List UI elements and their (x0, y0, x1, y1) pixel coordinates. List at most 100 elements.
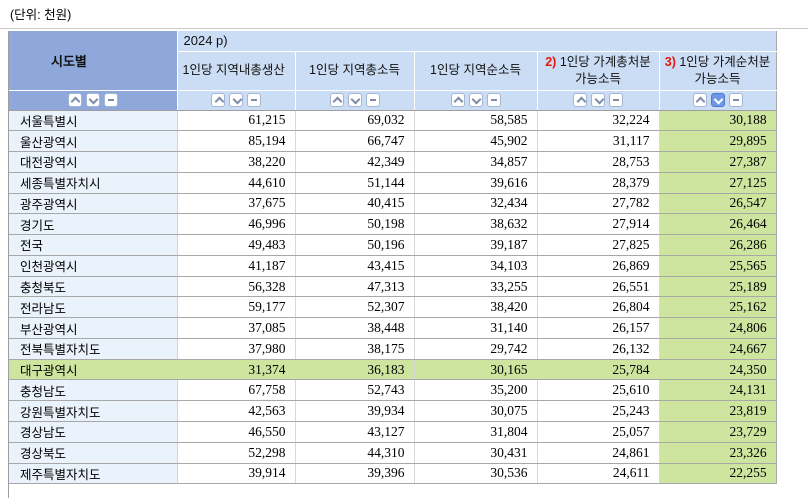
sort-ascending-button[interactable] (211, 92, 225, 107)
value-cell[interactable]: 26,132 (537, 338, 660, 360)
value-cell[interactable]: 30,431 (414, 442, 538, 464)
value-cell[interactable]: 30,165 (414, 359, 538, 381)
table-row[interactable]: 제주특별자치도 39,914 39,396 30,536 24,611 22,255 (9, 463, 777, 485)
value-cell[interactable]: 50,196 (295, 234, 415, 256)
sort-ascending-button[interactable] (692, 92, 707, 107)
region-cell[interactable]: 인천광역시 (9, 255, 178, 277)
value-cell[interactable]: 24,350 (659, 359, 777, 381)
value-cell[interactable]: 27,782 (537, 193, 660, 215)
region-cell[interactable]: 전북특별자치도 (9, 338, 178, 360)
sort-descending-button[interactable] (347, 92, 362, 107)
value-cell[interactable]: 32,434 (414, 193, 538, 215)
value-cell[interactable]: 22,255 (659, 463, 777, 485)
region-cell[interactable]: 대전광역시 (9, 151, 178, 173)
value-cell[interactable]: 56,328 (177, 276, 296, 298)
sort-clear-button[interactable] (728, 92, 743, 107)
value-cell[interactable]: 29,742 (414, 338, 538, 360)
sort-descending-button[interactable] (85, 92, 100, 107)
value-cell[interactable]: 38,220 (177, 151, 296, 173)
value-cell[interactable]: 23,729 (659, 421, 777, 443)
value-cell[interactable]: 36,183 (295, 359, 415, 381)
value-cell[interactable]: 47,313 (295, 276, 415, 298)
value-cell[interactable]: 25,162 (659, 296, 777, 319)
table-row[interactable]: 경기도 46,996 50,198 38,632 27,914 26,464 (9, 213, 777, 236)
value-cell[interactable]: 85,194 (177, 130, 296, 153)
value-cell[interactable]: 39,934 (295, 400, 415, 422)
value-cell[interactable]: 31,804 (414, 421, 538, 443)
value-cell[interactable]: 27,914 (537, 213, 660, 236)
table-row[interactable]: 경상남도 46,550 43,127 31,804 25,057 23,729 (9, 421, 777, 443)
value-cell[interactable]: 31,374 (177, 359, 296, 381)
sort-ascending-button[interactable] (67, 92, 82, 107)
value-cell[interactable]: 27,387 (659, 151, 777, 173)
region-cell[interactable]: 경상남도 (9, 421, 178, 443)
value-cell[interactable]: 24,806 (659, 317, 777, 339)
table-row[interactable]: 강원특별자치도 42,563 39,934 30,075 25,243 23,819 (9, 400, 777, 422)
value-cell[interactable]: 58,585 (414, 110, 538, 132)
sort-ascending-button[interactable] (329, 92, 344, 107)
region-cell[interactable]: 충청북도 (9, 276, 178, 298)
value-cell[interactable]: 39,914 (177, 463, 296, 485)
table-row[interactable]: 충청남도 67,758 52,743 35,200 25,610 24,131 (9, 379, 777, 402)
value-cell[interactable]: 26,286 (659, 234, 777, 256)
value-cell[interactable]: 26,547 (659, 193, 777, 215)
value-cell[interactable]: 38,632 (414, 213, 538, 236)
region-cell[interactable]: 전국 (9, 234, 178, 256)
value-cell[interactable]: 44,310 (295, 442, 415, 464)
value-cell[interactable]: 39,396 (295, 463, 415, 485)
value-cell[interactable]: 46,996 (177, 213, 296, 236)
region-cell[interactable]: 세종특별자치시 (9, 172, 178, 194)
value-cell[interactable]: 34,857 (414, 151, 538, 173)
value-cell[interactable]: 34,103 (414, 255, 538, 277)
value-cell[interactable]: 25,784 (537, 359, 660, 381)
table-row[interactable]: 부산광역시 37,085 38,448 31,140 26,157 24,806 (9, 317, 777, 339)
value-cell[interactable]: 25,243 (537, 400, 660, 422)
table-row[interactable]: 울산광역시 85,194 66,747 45,902 31,117 29,895 (9, 130, 777, 153)
value-cell[interactable]: 44,610 (177, 172, 296, 194)
sort-ascending-button[interactable] (450, 92, 465, 107)
region-cell[interactable]: 전라남도 (9, 296, 178, 319)
region-cell[interactable]: 강원특별자치도 (9, 400, 178, 422)
value-cell[interactable]: 38,448 (295, 317, 415, 339)
value-cell[interactable]: 24,861 (537, 442, 660, 464)
value-cell[interactable]: 25,610 (537, 379, 660, 402)
sort-descending-button[interactable] (710, 92, 725, 107)
value-cell[interactable]: 28,379 (537, 172, 660, 194)
sort-clear-button[interactable] (609, 92, 623, 107)
value-cell[interactable]: 24,667 (659, 338, 777, 360)
sort-descending-button[interactable] (468, 92, 483, 107)
value-cell[interactable]: 24,611 (537, 463, 660, 485)
value-cell[interactable]: 33,255 (414, 276, 538, 298)
value-cell[interactable]: 32,224 (537, 110, 660, 132)
value-cell[interactable]: 23,326 (659, 442, 777, 464)
region-cell[interactable]: 경기도 (9, 213, 178, 236)
table-row[interactable]: 전국 49,483 50,196 39,187 27,825 26,286 (9, 234, 777, 256)
value-cell[interactable]: 51,144 (295, 172, 415, 194)
value-cell[interactable]: 43,415 (295, 255, 415, 277)
sort-ascending-button[interactable] (573, 92, 587, 107)
region-cell[interactable]: 충청남도 (9, 379, 178, 402)
region-cell[interactable]: 광주광역시 (9, 193, 178, 215)
value-cell[interactable]: 35,200 (414, 379, 538, 402)
value-cell[interactable]: 25,189 (659, 276, 777, 298)
value-cell[interactable]: 26,464 (659, 213, 777, 236)
value-cell[interactable]: 66,747 (295, 130, 415, 153)
table-row[interactable]: 세종특별자치시 44,610 51,144 39,616 28,379 27,125 (9, 172, 777, 194)
table-row[interactable]: 충청북도 56,328 47,313 33,255 26,551 25,189 (9, 276, 777, 298)
value-cell[interactable]: 61,215 (177, 110, 296, 132)
value-cell[interactable]: 42,563 (177, 400, 296, 422)
region-cell[interactable]: 부산광역시 (9, 317, 178, 339)
value-cell[interactable]: 30,075 (414, 400, 538, 422)
table-row[interactable]: 대전광역시 38,220 42,349 34,857 28,753 27,387 (9, 151, 777, 173)
value-cell[interactable]: 46,550 (177, 421, 296, 443)
value-cell[interactable]: 39,187 (414, 234, 538, 256)
value-cell[interactable]: 41,187 (177, 255, 296, 277)
sort-clear-button[interactable] (103, 92, 118, 107)
value-cell[interactable]: 40,415 (295, 193, 415, 215)
value-cell[interactable]: 69,032 (295, 110, 415, 132)
value-cell[interactable]: 67,758 (177, 379, 296, 402)
sort-clear-button[interactable] (247, 92, 261, 107)
value-cell[interactable]: 38,420 (414, 296, 538, 319)
value-cell[interactable]: 31,140 (414, 317, 538, 339)
sort-descending-button[interactable] (229, 92, 243, 107)
